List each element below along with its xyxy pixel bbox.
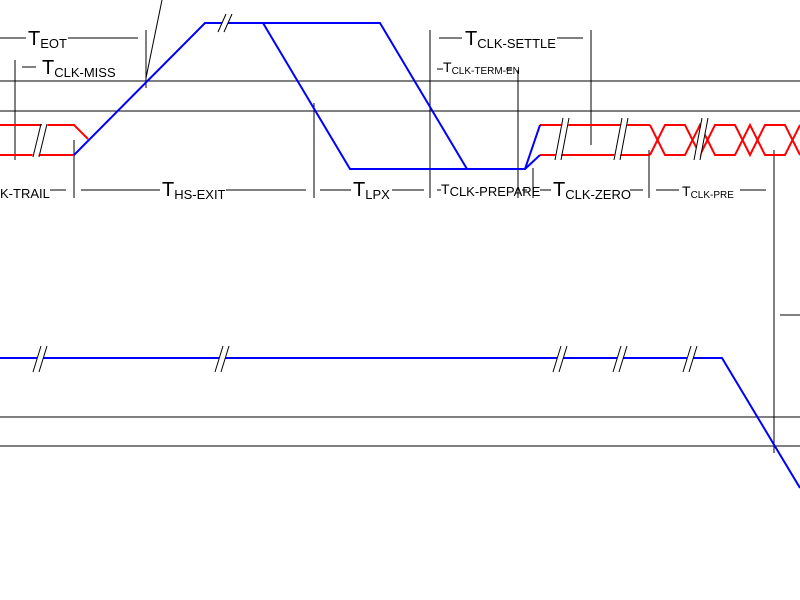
break-data-c-slash-1 <box>552 345 562 373</box>
break-data-d-slash-2 <box>618 345 628 373</box>
break-hs-right-a <box>554 117 570 161</box>
break-data-b-slash-2 <box>220 345 230 373</box>
break-data-b-slash-1 <box>214 345 224 373</box>
label-t-clk-settle: TCLK-SETTLE <box>465 28 556 51</box>
marker-diagonal-leader <box>145 0 163 79</box>
break-clock-top-slash-1 <box>217 13 227 33</box>
break-hs-right-c-slash-2 <box>699 117 709 161</box>
timing-labels: TEOT TCLK-MISS TCLK-SETTLE TCLK-TERM-EN … <box>0 28 734 202</box>
label-t-lpx: TLPX <box>353 179 390 202</box>
hs-clock-toggle-a <box>649 124 800 158</box>
break-data-a-gap <box>32 346 48 372</box>
break-data-c-slash-2 <box>558 345 568 373</box>
break-data-a-slash-2 <box>38 345 48 373</box>
break-data-e-slash-2 <box>688 345 698 373</box>
break-data-c <box>552 345 568 373</box>
break-hs-left-top-gap <box>32 124 48 157</box>
clock-lane-dn <box>262 22 541 170</box>
label-t-clk-trail: K-TRAIL <box>0 186 50 201</box>
hs-differential-traces <box>0 122 800 158</box>
timing-markers <box>14 0 800 453</box>
hs-trace-left-high <box>0 124 89 140</box>
break-data-d <box>612 345 628 373</box>
break-data-e-slash-1 <box>682 345 692 373</box>
break-hs-right-c-slash-1 <box>693 117 703 161</box>
break-hs-right-c <box>693 117 709 161</box>
break-data-a <box>32 345 48 373</box>
data-lane-signal <box>0 357 800 489</box>
break-hs-right-a-gap <box>554 118 570 160</box>
break-data-e <box>682 345 698 373</box>
break-hs-right-b <box>613 117 629 161</box>
label-t-clk-miss: TCLK-MISS <box>42 57 116 80</box>
break-clock-top-slash-2 <box>223 13 233 33</box>
label-t-clk-zero: TCLK-ZERO <box>553 179 631 202</box>
data-lane-trace <box>0 357 800 489</box>
label-t-clk-pre: TCLK-PRE <box>682 183 734 201</box>
clock-lane-traces <box>73 22 541 170</box>
break-hs-right-b-gap <box>613 118 629 160</box>
break-data-a-slash-1 <box>32 345 42 373</box>
label-t-clk-term-en: TCLK-TERM-EN <box>443 59 520 77</box>
break-clock-top-gap <box>217 14 233 32</box>
break-hs-left-top <box>32 123 48 158</box>
break-hs-right-b-slash-1 <box>613 117 623 161</box>
break-hs-right-a-slash-2 <box>560 117 570 161</box>
break-data-b <box>214 345 230 373</box>
label-t-clk-prepare: TCLK-PREPARE <box>441 181 541 199</box>
break-data-b-gap <box>214 346 230 372</box>
break-data-e-gap <box>682 346 698 372</box>
reference-lines <box>0 80 800 447</box>
break-data-d-gap <box>612 346 628 372</box>
break-data-c-gap <box>552 346 568 372</box>
label-t-hs-exit: THS-EXIT <box>162 179 226 202</box>
break-data-d-slash-1 <box>612 345 622 373</box>
dimension-lines <box>0 37 766 191</box>
break-hs-right-a-slash-1 <box>554 117 564 161</box>
break-hs-right-c-gap <box>693 118 709 160</box>
hs-clock-toggle-b <box>649 122 800 156</box>
label-t-eot: TEOT <box>28 28 67 51</box>
time-break-marks <box>32 13 709 373</box>
break-hs-right-b-slash-2 <box>619 117 629 161</box>
break-hs-left-top-slash-1 <box>32 123 42 158</box>
break-clock-top <box>217 13 233 33</box>
clock-lane-dp <box>73 22 541 170</box>
break-hs-left-top-slash-2 <box>38 123 48 158</box>
